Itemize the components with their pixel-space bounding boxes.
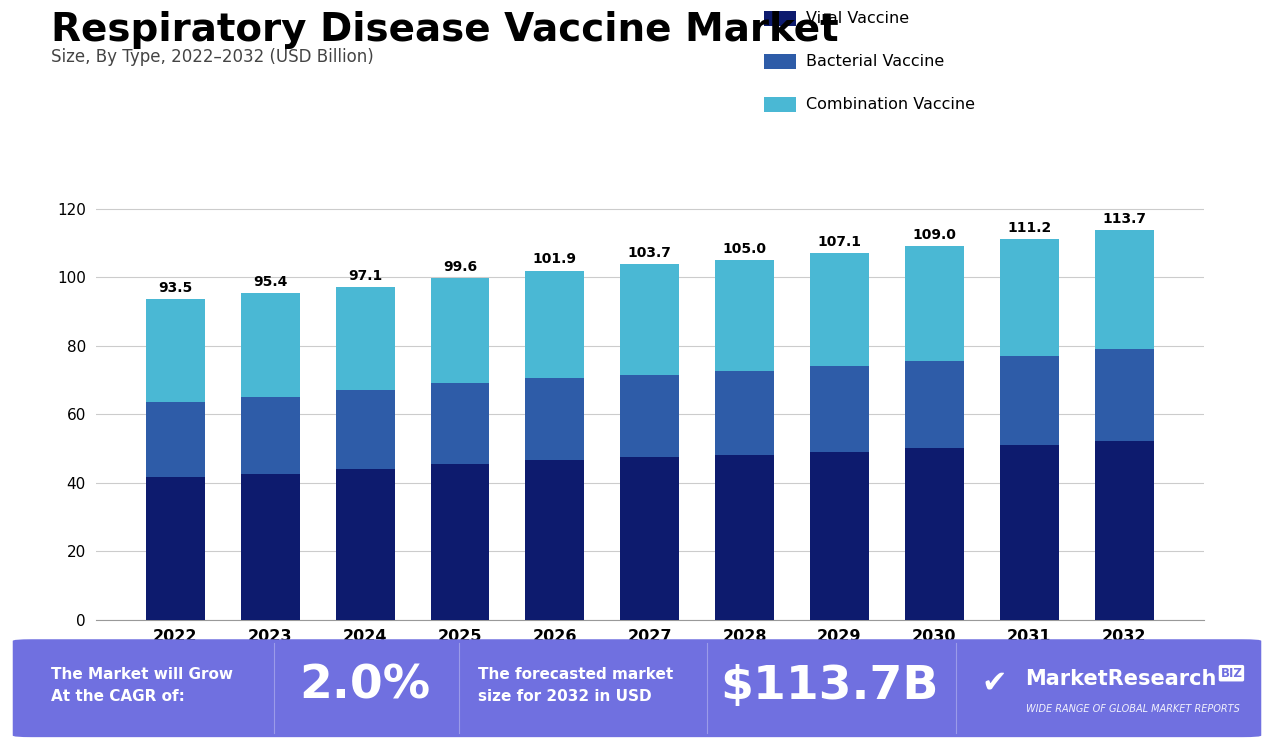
Bar: [525, 460, 585, 620]
Text: 107.1: 107.1: [818, 234, 861, 249]
Text: Viral Vaccine: Viral Vaccine: [806, 11, 910, 26]
Text: Bacterial Vaccine: Bacterial Vaccine: [806, 54, 945, 69]
Bar: [905, 448, 964, 620]
Text: 113.7: 113.7: [1102, 212, 1147, 226]
Bar: [335, 287, 395, 390]
Bar: [525, 378, 585, 460]
Text: The forecasted market
size for 2032 in USD: The forecasted market size for 2032 in U…: [478, 666, 673, 704]
Bar: [905, 361, 964, 448]
Bar: [147, 299, 205, 402]
Text: 97.1: 97.1: [348, 269, 382, 283]
Bar: [1094, 230, 1153, 349]
Bar: [620, 264, 679, 375]
Bar: [335, 469, 395, 620]
Bar: [715, 260, 775, 371]
Text: Size, By Type, 2022–2032 (USD Billion): Size, By Type, 2022–2032 (USD Billion): [51, 48, 373, 66]
Bar: [620, 457, 679, 620]
Text: Combination Vaccine: Combination Vaccine: [806, 97, 976, 112]
Bar: [335, 390, 395, 469]
Text: BIZ: BIZ: [1220, 666, 1242, 680]
Bar: [431, 464, 489, 620]
Text: $113.7B: $113.7B: [720, 663, 939, 709]
FancyBboxPatch shape: [13, 640, 1261, 737]
Bar: [147, 477, 205, 620]
Bar: [147, 402, 205, 477]
Bar: [525, 271, 585, 378]
Bar: [1000, 239, 1059, 356]
Bar: [241, 474, 299, 620]
Bar: [241, 397, 299, 474]
Bar: [241, 293, 299, 397]
Text: 95.4: 95.4: [254, 275, 288, 289]
Bar: [905, 246, 964, 361]
Text: 99.6: 99.6: [443, 260, 476, 275]
Text: 2.0%: 2.0%: [299, 663, 431, 709]
Text: WIDE RANGE OF GLOBAL MARKET REPORTS: WIDE RANGE OF GLOBAL MARKET REPORTS: [1026, 704, 1240, 715]
Bar: [431, 278, 489, 384]
Bar: [1094, 441, 1153, 620]
Text: The Market will Grow
At the CAGR of:: The Market will Grow At the CAGR of:: [51, 666, 233, 704]
Text: 109.0: 109.0: [912, 229, 957, 242]
Text: MarketResearch: MarketResearch: [1026, 669, 1217, 689]
Bar: [431, 384, 489, 464]
Text: 101.9: 101.9: [533, 252, 577, 266]
Text: 103.7: 103.7: [628, 246, 671, 260]
Text: 111.2: 111.2: [1008, 220, 1051, 234]
Text: Respiratory Disease Vaccine Market: Respiratory Disease Vaccine Market: [51, 11, 838, 49]
Bar: [715, 455, 775, 620]
Text: ✔: ✔: [981, 669, 1006, 697]
Bar: [1000, 356, 1059, 445]
Bar: [1094, 349, 1153, 441]
Bar: [715, 371, 775, 455]
Bar: [1000, 445, 1059, 620]
Text: 93.5: 93.5: [158, 281, 192, 295]
Bar: [810, 253, 869, 366]
Bar: [810, 452, 869, 620]
Bar: [810, 366, 869, 452]
Bar: [620, 375, 679, 457]
Text: 105.0: 105.0: [722, 242, 767, 256]
